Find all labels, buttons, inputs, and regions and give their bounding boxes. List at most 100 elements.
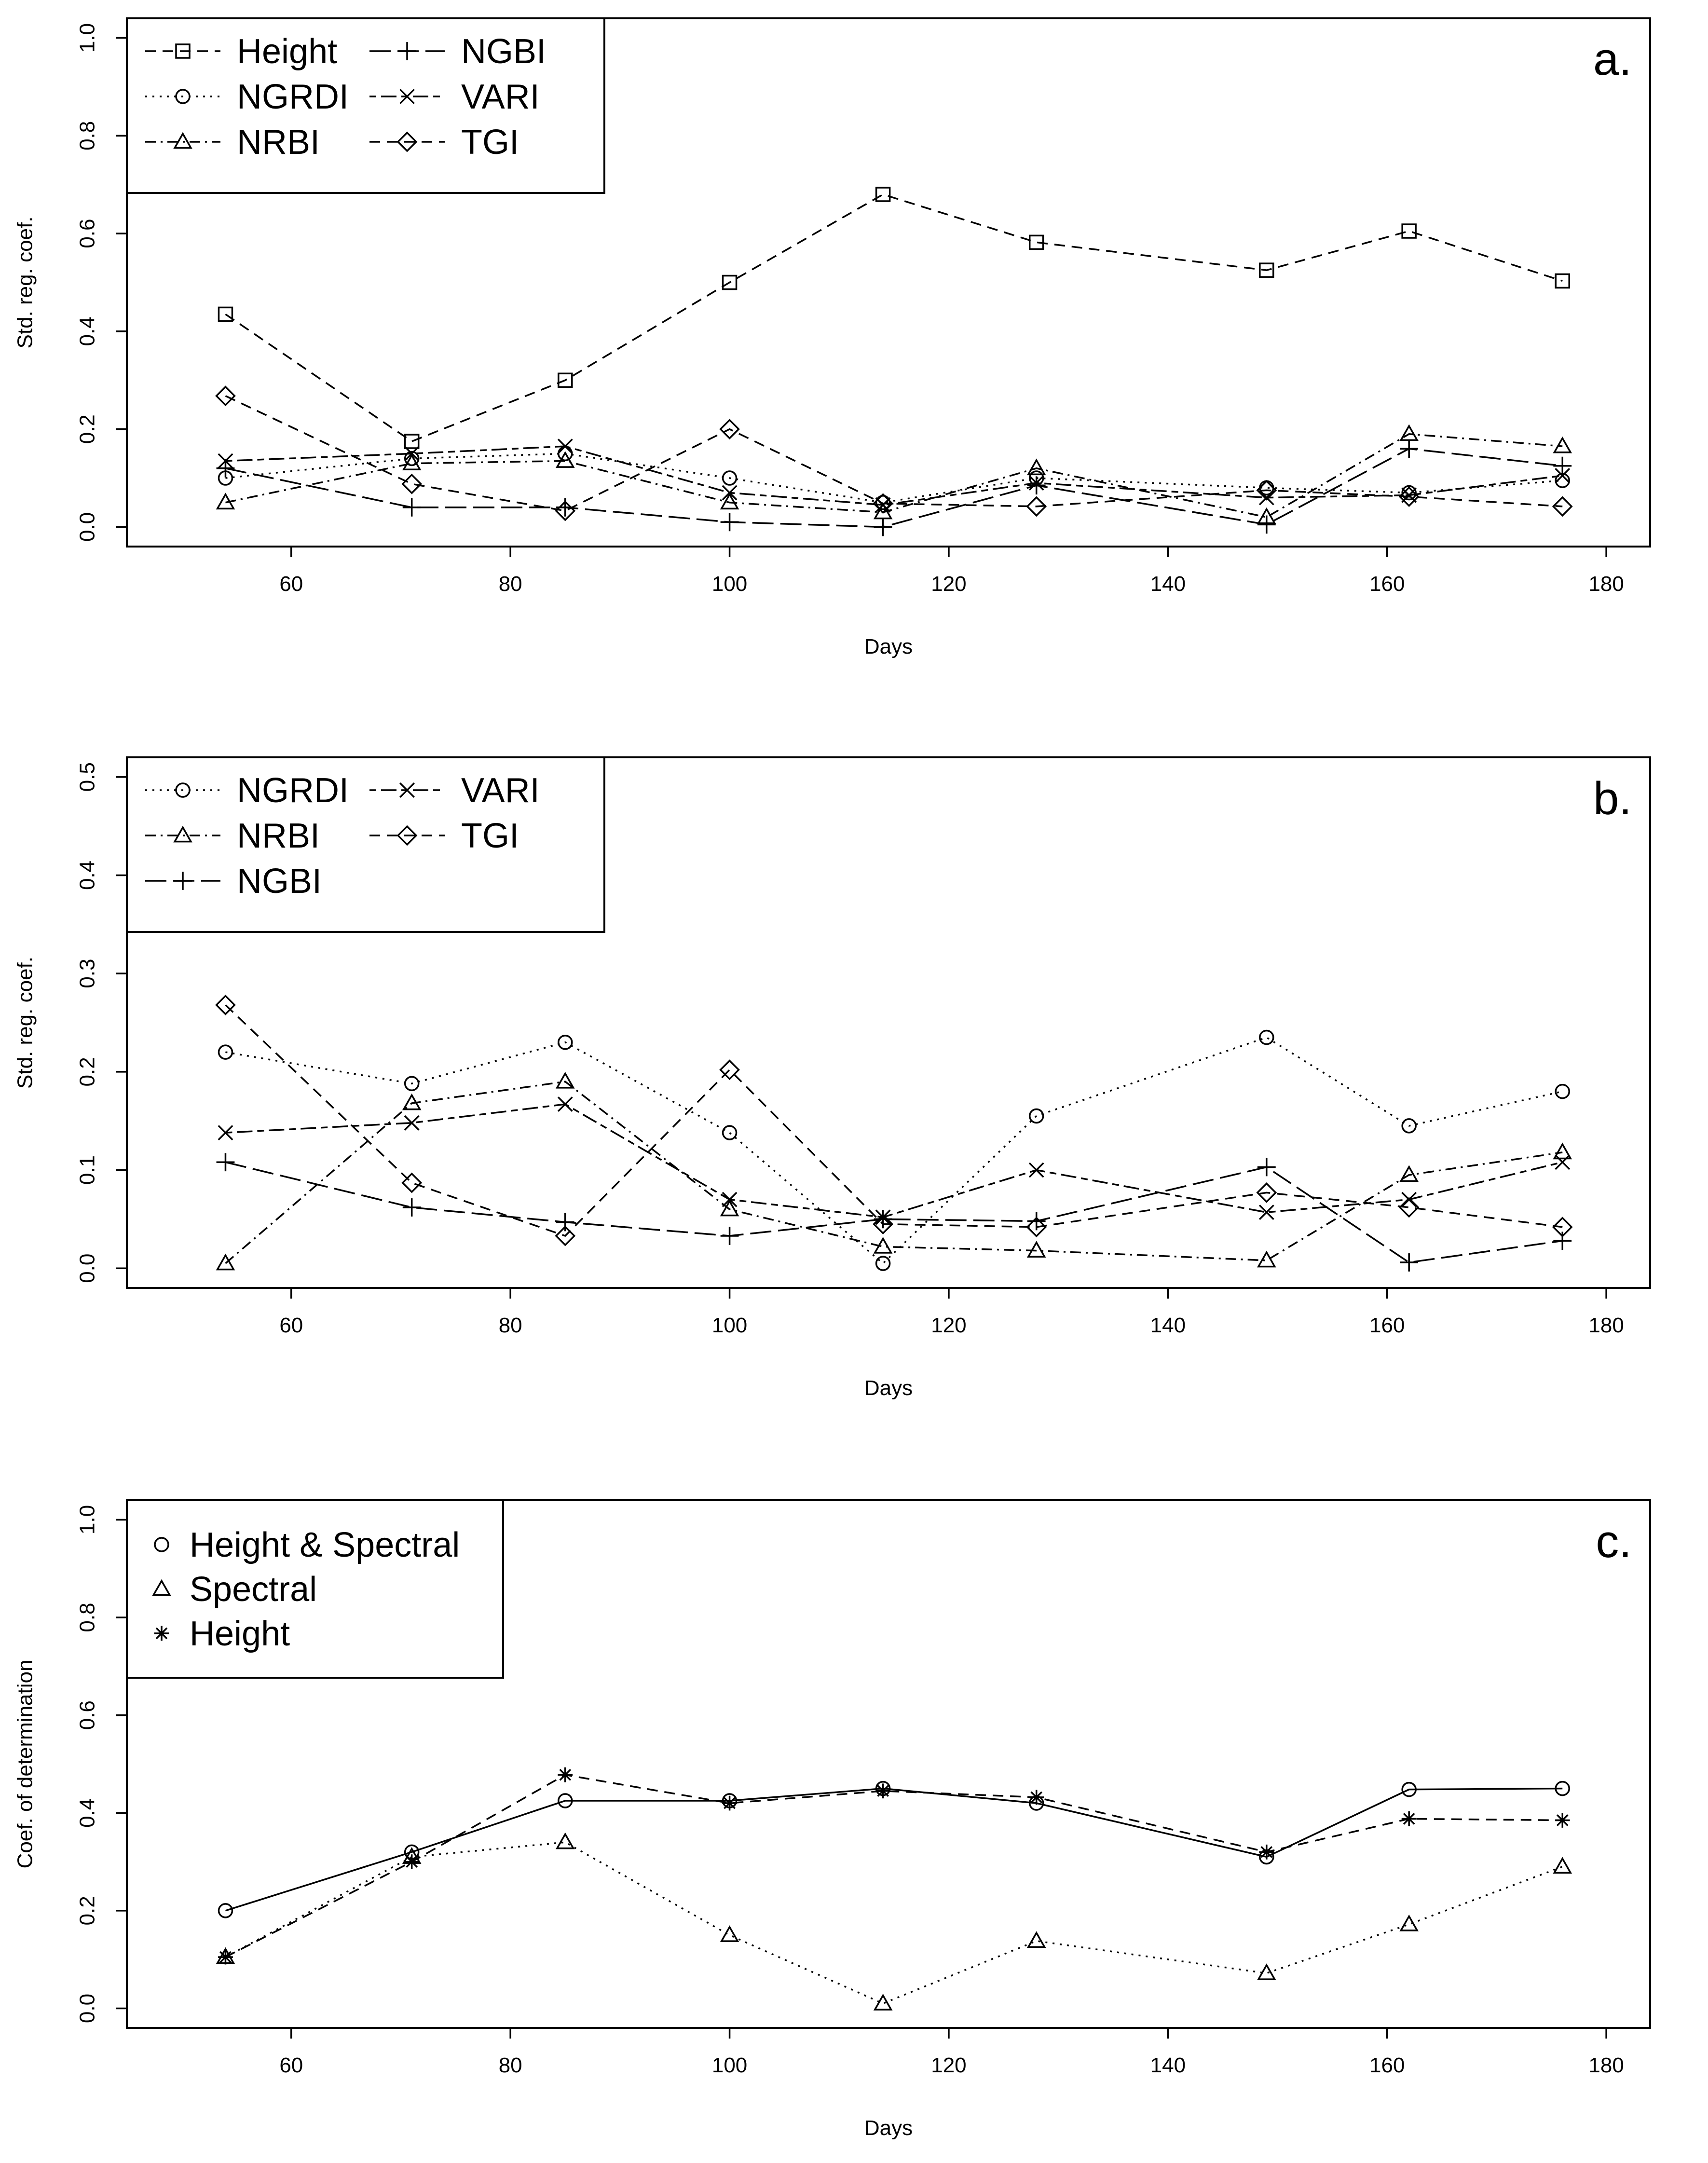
series-nrbi	[216, 424, 1572, 524]
series-line	[225, 1161, 1563, 1263]
data-point	[404, 1854, 420, 1869]
legend-item: Spectral	[152, 1570, 317, 1609]
series-nrbi	[216, 1071, 1572, 1271]
x-axis-label: Days	[864, 635, 913, 658]
data-point	[216, 1253, 235, 1271]
data-point	[722, 1191, 738, 1207]
x-axis-label: Days	[864, 2116, 913, 2140]
data-point	[216, 459, 235, 478]
legend-label: VARI	[461, 78, 540, 116]
data-point	[1399, 1165, 1419, 1182]
data-point	[1259, 262, 1274, 278]
data-point	[720, 1199, 739, 1217]
legend-item: NRBI	[145, 817, 320, 855]
y-tick-label: 0.4	[76, 861, 99, 890]
data-point	[1552, 496, 1573, 517]
data-point	[218, 453, 233, 469]
legend-marker-triangle-icon	[173, 132, 192, 149]
data-point	[1026, 1241, 1046, 1258]
series-line	[225, 1103, 1563, 1218]
data-point	[722, 1125, 738, 1140]
data-point	[1400, 439, 1419, 458]
series-ngrdi	[218, 446, 1570, 510]
x-axis-label: Days	[864, 1376, 913, 1400]
data-point	[216, 493, 235, 510]
legend-item: NGRDI	[145, 771, 349, 810]
x-tick-label: 80	[499, 572, 522, 596]
legend-label: TGI	[461, 817, 519, 855]
data-point	[1028, 234, 1044, 250]
legend-label: TGI	[461, 123, 519, 162]
data-point	[1553, 456, 1572, 475]
x-tick-label: 180	[1588, 2053, 1624, 2077]
data-point	[720, 1227, 739, 1245]
data-point	[1399, 1914, 1419, 1931]
data-point	[1256, 480, 1277, 501]
data-point	[402, 453, 422, 470]
data-point	[216, 1153, 235, 1172]
y-tick-label: 0.0	[76, 1254, 99, 1283]
y-axis-label: Std. reg. coef.	[14, 957, 37, 1089]
x-tick-label: 120	[931, 572, 966, 596]
y-tick-label: 1.0	[76, 1505, 99, 1534]
data-point	[215, 385, 236, 407]
y-axis-label: Std. reg. coef.	[14, 217, 37, 349]
data-point	[218, 1903, 233, 1918]
x-tick-label: 60	[279, 1314, 303, 1337]
x-tick-label: 160	[1369, 572, 1405, 596]
legend-label: Spectral	[190, 1570, 317, 1609]
chart-panel-b: 60 80 100 120 140 160 180 0.0 0.1 0.2 0.3 0.4 0.5 Day…	[14, 756, 1651, 1400]
x-tick-label: 80	[499, 1314, 522, 1337]
data-point	[722, 470, 738, 486]
legend-marker-asterisk-icon	[154, 1626, 169, 1641]
series-line	[225, 1004, 1563, 1237]
series-height	[218, 1767, 1570, 1965]
y-tick-label: 0.2	[76, 1896, 99, 1925]
series-line	[225, 1036, 1563, 1265]
series-line	[225, 1081, 1563, 1264]
series-height	[218, 187, 1570, 449]
legend-marker-plus-icon	[398, 42, 416, 60]
y-tick-label: 0.5	[76, 762, 99, 792]
data-point	[1026, 1217, 1047, 1238]
data-point	[558, 372, 573, 388]
data-point	[1257, 1158, 1276, 1177]
y-tick-label: 1.0	[76, 23, 99, 53]
legend-label: NGRDI	[237, 78, 349, 116]
y-tick-label: 0.3	[76, 959, 99, 988]
data-point	[215, 994, 236, 1015]
series-vari	[218, 438, 1571, 513]
data-point	[558, 1793, 573, 1808]
x-tick-label: 160	[1369, 2053, 1405, 2077]
legend-item: NRBI	[145, 123, 320, 162]
y-tick-label: 0.0	[76, 512, 99, 542]
x-tick-label: 100	[712, 2053, 747, 2077]
data-point	[558, 1767, 573, 1782]
data-point	[218, 1044, 233, 1060]
series-tgi	[215, 385, 1573, 521]
data-point	[1555, 1780, 1570, 1796]
y-tick-label: 0.8	[76, 1603, 99, 1632]
legend-label: NRBI	[237, 123, 320, 162]
data-point	[1555, 1154, 1571, 1170]
series-line	[225, 1841, 1563, 2005]
chart-panel-c: 60 80 100 120 140 160 180 0.0 0.2 0.4 0.6 0.8 1.0 Day…	[14, 1499, 1651, 2140]
data-point	[1026, 496, 1047, 517]
x-tick-label: 180	[1588, 572, 1624, 596]
series-ngbi	[216, 1153, 1572, 1272]
legend-marker-circle-icon	[175, 89, 191, 104]
legend-item: NGBI	[145, 862, 322, 901]
series-line	[225, 395, 1563, 512]
series-line	[225, 445, 1563, 506]
legend-item: VARI	[369, 78, 540, 116]
series-height-spectral	[218, 1780, 1570, 1918]
data-point	[404, 1076, 420, 1092]
data-point	[402, 498, 421, 517]
legend-item: Height	[154, 1615, 290, 1653]
x-tick-label: 120	[931, 1314, 966, 1337]
x-tick-label: 100	[712, 1314, 747, 1337]
legend-label: NRBI	[237, 817, 320, 855]
data-point	[1401, 1781, 1417, 1797]
series-line	[225, 452, 1563, 504]
